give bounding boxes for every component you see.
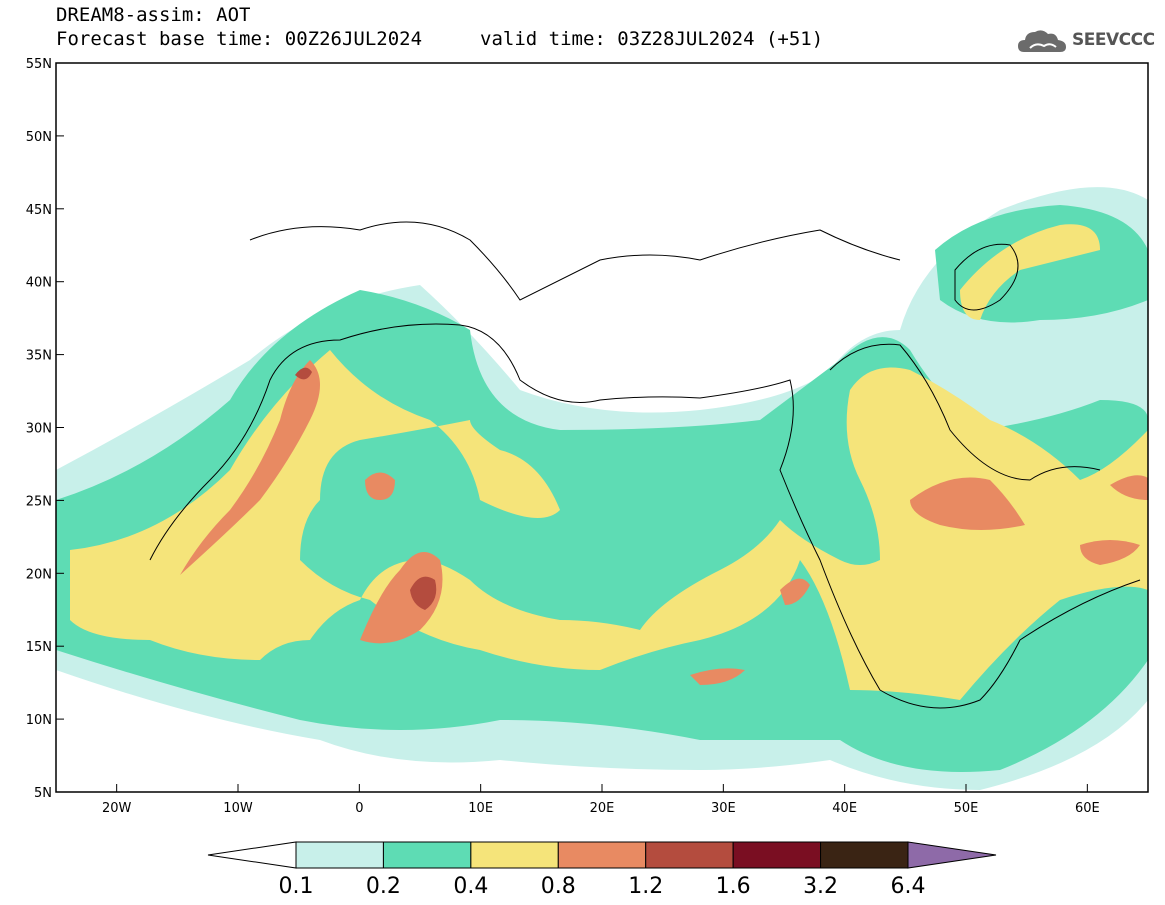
lat-tick-label: 15N [26,640,52,655]
lon-tick-label: 10E [468,801,493,816]
colorbar-label: 0.2 [366,874,401,899]
colorbar-label: 3.2 [803,874,838,899]
colorbar-label: 0.8 [541,874,576,899]
colorbar-swatch [557,841,647,869]
coastlines [149,221,1141,709]
colorbar-over-arrow [907,841,997,869]
valid-time: valid time: 03Z28JUL2024 (+51) [480,28,824,50]
colorbar-under-arrow [207,841,297,869]
colorbar-label: 1.2 [628,874,663,899]
colorbar-swatch [645,841,734,869]
colorbar-label: 6.4 [891,874,926,899]
cloud-logo-icon [1018,30,1066,52]
lat-tick-label: 55N [26,57,52,72]
lon-tick-label: 30E [711,801,736,816]
lat-tick-label: 45N [26,203,52,218]
colorbar-swatch [732,841,822,869]
colorbar-swatch [470,841,559,869]
logo-text: SEEVCCC [1072,30,1155,50]
lon-tick-label: 60E [1075,801,1100,816]
longitude-axis: 20W 10W 0 10E 20E 30E 40E 50E 60E [102,784,1100,816]
colorbar-label: 1.6 [716,874,751,899]
lon-tick-label: 20E [590,801,615,816]
lat-tick-label: 50N [26,130,52,145]
colorbar-swatch [382,841,472,869]
aot-contour-0.8 [180,360,1148,685]
lat-tick-label: 5N [34,786,52,801]
colorbar-label: 0.1 [279,874,314,899]
latitude-axis: 5N 10N 15N 20N 25N 30N 35N 40N 45N 50N 55N [26,57,64,801]
lon-tick-label: 40E [832,801,857,816]
aot-contour-0.4 [70,224,1148,700]
lat-tick-label: 40N [26,276,52,291]
colorbar-swatch [295,841,384,869]
lat-tick-label: 10N [26,713,52,728]
aot-contour-1.2 [295,367,437,610]
lat-tick-label: 25N [26,494,52,509]
colorbar-swatch [820,841,909,869]
lon-tick-label: 20W [102,801,132,816]
lat-tick-label: 20N [26,567,52,582]
base-time: Forecast base time: 00Z26JUL2024 [56,28,423,50]
lon-tick-label: 50E [954,801,979,816]
lat-tick-label: 35N [26,349,52,364]
lon-tick-label: 0 [355,801,363,816]
title: DREAM8-assim: AOT [56,4,251,26]
colorbar-label: 0.4 [453,874,488,899]
lon-tick-label: 10W [223,801,253,816]
lat-tick-label: 30N [26,422,52,437]
